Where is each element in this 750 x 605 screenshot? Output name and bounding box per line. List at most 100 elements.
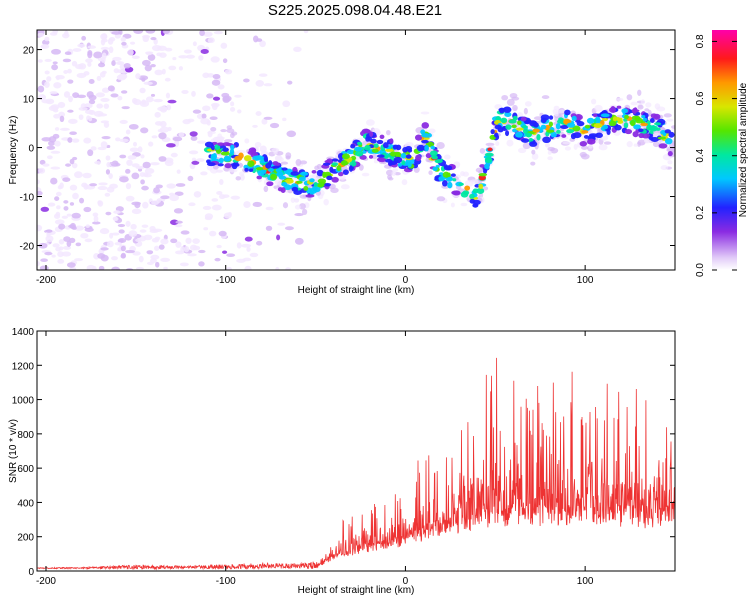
spectrogram-cell bbox=[280, 187, 286, 194]
spectrogram-cell bbox=[331, 158, 339, 162]
spectrogram-cell bbox=[229, 107, 236, 112]
spectrogram-cell bbox=[55, 191, 62, 197]
spectrogram-y-tick-label: 0 bbox=[28, 144, 34, 155]
spectrogram-cell bbox=[113, 210, 121, 214]
spectrogram-cell bbox=[316, 169, 324, 177]
spectrogram-cell bbox=[664, 137, 673, 145]
spectrogram-cell bbox=[656, 106, 666, 112]
spectrogram-cell bbox=[256, 175, 262, 180]
spectrogram-cell bbox=[58, 223, 66, 230]
spectrogram-cell bbox=[389, 151, 397, 157]
spectrogram-cell bbox=[217, 133, 222, 139]
spectrogram-cell bbox=[555, 122, 561, 130]
spectrogram-cell bbox=[660, 130, 667, 135]
spectrogram-cell bbox=[478, 183, 484, 190]
spectrogram-cell bbox=[218, 230, 227, 237]
spectrogram-cell bbox=[97, 185, 108, 191]
spectrogram-cell bbox=[316, 163, 322, 170]
spectrogram-cell bbox=[442, 180, 448, 187]
spectrogram-cell bbox=[385, 130, 391, 136]
spectrogram-cell bbox=[573, 143, 578, 150]
spectrogram-cell bbox=[293, 198, 300, 203]
spectrogram-cell bbox=[67, 79, 74, 84]
spectrogram-cell bbox=[303, 185, 309, 191]
spectrogram-cell bbox=[128, 230, 138, 237]
spectrogram-cell bbox=[490, 129, 495, 135]
spectrogram-cell bbox=[397, 162, 403, 167]
spectrogram-cell bbox=[89, 183, 98, 187]
spectrogram-cell bbox=[225, 156, 232, 162]
spectrogram-cell bbox=[368, 154, 374, 159]
spectrogram-cell bbox=[283, 184, 292, 191]
spectrogram-cell bbox=[173, 208, 184, 214]
spectrogram-cell bbox=[484, 156, 493, 164]
spectrogram-cell bbox=[637, 89, 642, 96]
spectrogram-cell bbox=[170, 152, 178, 158]
spectrogram-cell bbox=[145, 96, 154, 103]
spectrogram-cell bbox=[200, 171, 208, 176]
spectrogram-cell bbox=[192, 41, 197, 47]
spectrogram-cell bbox=[37, 59, 43, 63]
spectrogram-cell bbox=[436, 142, 445, 150]
spectrogram-cell bbox=[108, 46, 114, 54]
spectrogram-cell bbox=[285, 155, 291, 160]
spectrogram-cell bbox=[616, 105, 622, 109]
snr-x-tick-label: -200 bbox=[36, 576, 56, 587]
spectrogram-cell bbox=[44, 70, 50, 75]
spectrogram-cell bbox=[241, 243, 252, 248]
snr-plot-area bbox=[37, 331, 675, 571]
snr-y-tick-label: 200 bbox=[17, 533, 34, 544]
spectrogram-cell bbox=[101, 87, 110, 93]
spectrogram-cell bbox=[206, 93, 214, 99]
spectrogram-image bbox=[37, 30, 675, 270]
spectrogram-cell bbox=[69, 184, 78, 191]
spectrogram-cell bbox=[44, 251, 53, 256]
spectrogram-cell bbox=[407, 148, 413, 153]
spectrogram-cell bbox=[44, 81, 50, 88]
spectrogram-cell bbox=[66, 262, 76, 268]
spectrogram-cell bbox=[54, 140, 61, 147]
spectrogram-cell bbox=[388, 144, 395, 148]
spectrogram-cell bbox=[540, 124, 547, 130]
spectrogram-cell bbox=[505, 124, 512, 130]
spectrogram-cell bbox=[216, 244, 222, 249]
spectrogram-cell bbox=[190, 135, 198, 141]
spectrogram-cell bbox=[67, 137, 73, 143]
spectrogram-cell bbox=[421, 122, 430, 129]
spectrogram-cell bbox=[504, 111, 512, 118]
spectrogram-cell bbox=[272, 161, 279, 166]
spectrogram-cell bbox=[51, 64, 59, 71]
spectrogram-cell bbox=[512, 104, 518, 112]
colorbar: 0.0 0.2 0.4 0.6 0.8 Normalized spectral ampl… bbox=[695, 30, 749, 277]
spectrogram-cell bbox=[285, 178, 294, 184]
spectrogram-cell bbox=[145, 51, 153, 56]
spectrogram-cell bbox=[532, 128, 540, 133]
spectrogram-cell bbox=[286, 130, 297, 138]
spectrogram-cell bbox=[140, 154, 145, 159]
colorbar-tick-label: 0.8 bbox=[695, 34, 706, 48]
spectrogram-cell bbox=[129, 147, 139, 153]
spectrogram-cell bbox=[630, 120, 636, 127]
spectrogram-cell bbox=[164, 77, 171, 82]
snr-x-tick-label: 0 bbox=[403, 576, 409, 587]
spectrogram-cell bbox=[340, 184, 350, 190]
spectrogram-cell bbox=[424, 144, 429, 152]
snr-frame bbox=[36, 330, 676, 572]
spectrogram-cell bbox=[59, 182, 64, 189]
spectrogram-cell bbox=[209, 116, 218, 121]
spectrogram-cell bbox=[658, 143, 668, 149]
spectrogram-cell bbox=[55, 74, 65, 80]
spectrogram-cell bbox=[430, 145, 436, 150]
spectrogram-cell bbox=[78, 63, 87, 70]
spectrogram-cell bbox=[451, 190, 461, 195]
spectrogram-cell bbox=[633, 124, 641, 130]
spectrogram-cell bbox=[299, 160, 308, 165]
spectrogram-cell bbox=[69, 222, 76, 230]
spectrogram-cell bbox=[146, 261, 154, 266]
spectrogram-cell bbox=[130, 223, 137, 230]
spectrogram-cell bbox=[85, 224, 90, 228]
spectrogram-cell bbox=[75, 242, 82, 247]
colorbar-label: Normalized spectral amplitude bbox=[738, 82, 749, 217]
spectrogram-y-tick-label: -10 bbox=[20, 193, 35, 204]
